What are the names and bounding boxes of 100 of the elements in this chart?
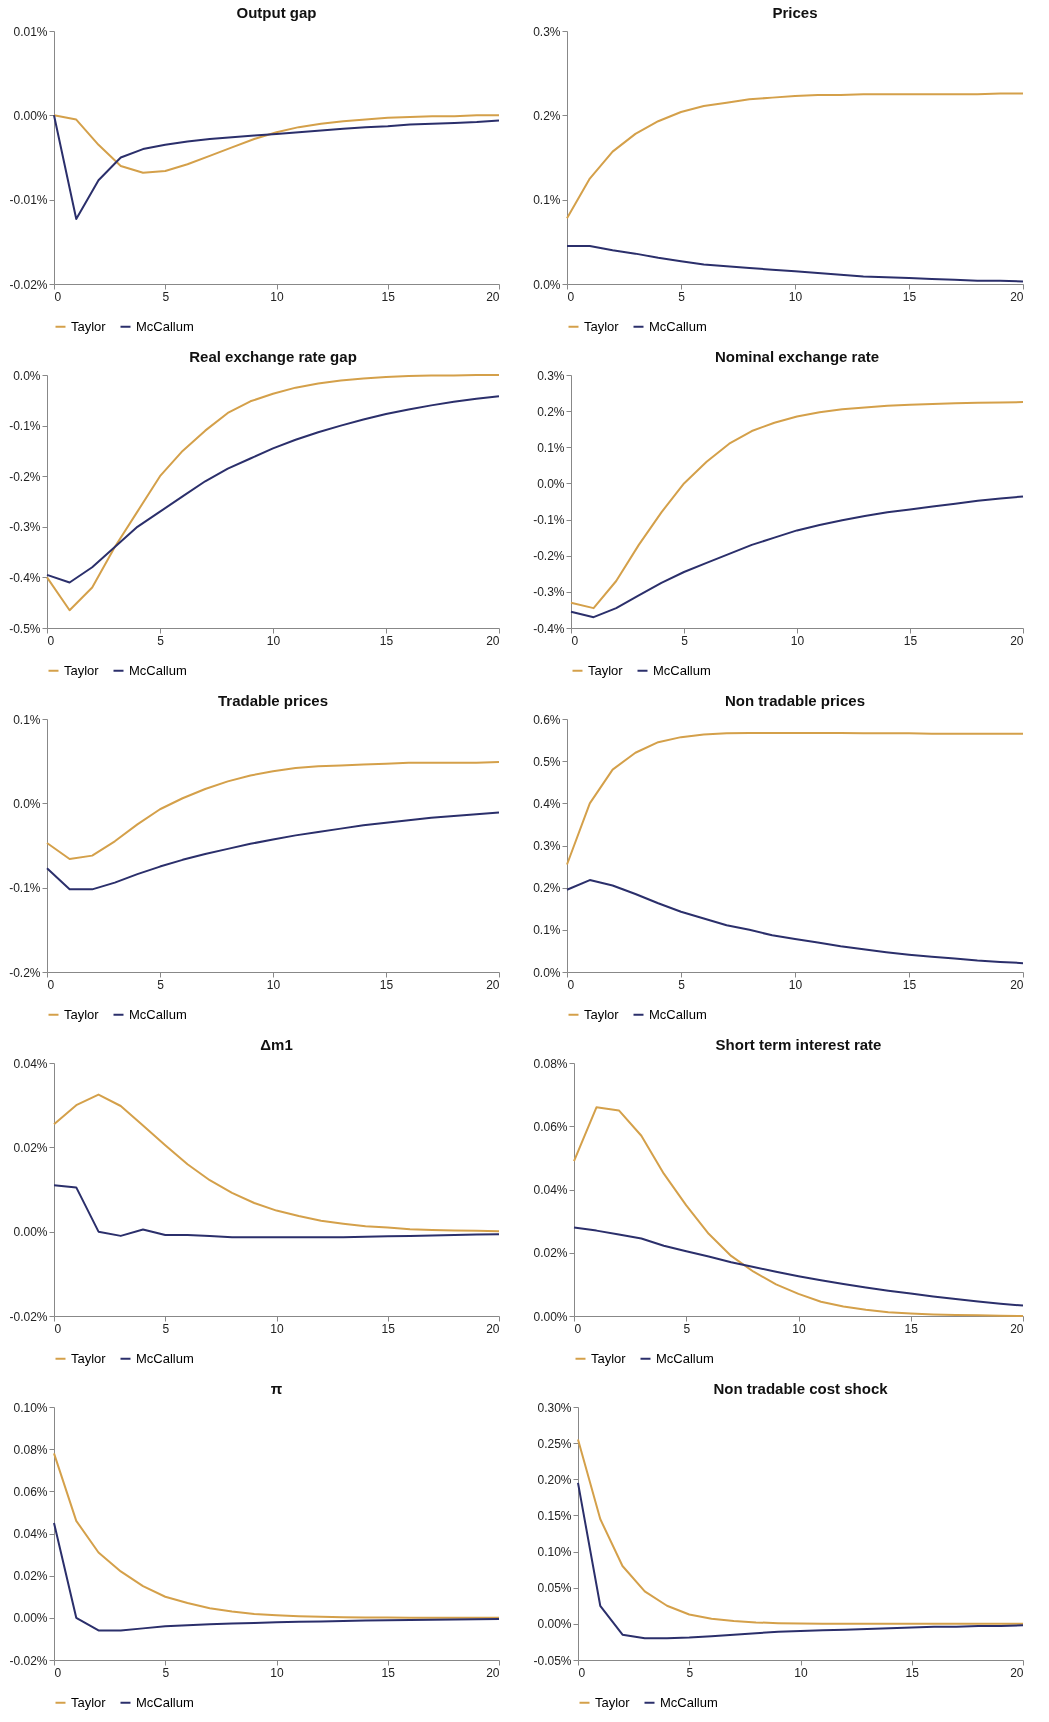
y-tick-label: 0.10% [13, 1400, 48, 1415]
legend-label: McCallum [653, 662, 711, 678]
legend-label: Taylor [584, 1006, 620, 1022]
chart-title: Tradable prices [217, 692, 329, 709]
legend-label: McCallum [136, 1350, 194, 1366]
y-tick-label: -0.02% [9, 1309, 48, 1324]
y-tick-label: -0.3% [533, 585, 565, 600]
x-tick-label: 20 [486, 977, 500, 992]
x-tick-label: 20 [1010, 977, 1024, 992]
y-tick-label: 0.3% [537, 368, 565, 383]
y-tick-label: -0.3% [9, 520, 41, 535]
line-series [53, 1184, 500, 1239]
y-tick-label: -0.05% [533, 1653, 572, 1668]
x-tick-label: 10 [266, 633, 281, 648]
legend-label: McCallum [136, 318, 194, 334]
x-tick-label: 10 [792, 1321, 806, 1336]
y-tick-label: 0.2% [533, 881, 561, 896]
x-tick-label: 5 [686, 1665, 694, 1680]
y-tick-label: 0.1% [13, 712, 41, 727]
line-series [53, 1521, 500, 1632]
x-tick-label: 15 [902, 289, 917, 304]
y-tick-label: 0.2% [533, 108, 561, 123]
x-tick-label: 0 [54, 1665, 62, 1680]
y-tick-label: 0.0% [537, 476, 565, 491]
line-series [46, 761, 500, 860]
line-series [53, 1452, 500, 1619]
y-tick-label: 0.2% [537, 404, 565, 419]
y-tick-label: 0.08% [13, 1442, 48, 1457]
line-series [570, 495, 1024, 619]
y-tick-label: 0.20% [537, 1472, 572, 1487]
x-tick-label: 15 [902, 977, 917, 992]
y-tick-label: 0.10% [537, 1545, 572, 1560]
x-tick-label: 10 [270, 1665, 284, 1680]
legend-label: Taylor [64, 1006, 100, 1022]
x-tick-label: 0 [571, 633, 579, 648]
x-tick-label: 0 [578, 1665, 586, 1680]
x-tick-label: 15 [381, 289, 396, 304]
y-tick-label: 0.15% [537, 1508, 572, 1523]
x-tick-label: 15 [905, 1665, 920, 1680]
x-tick-label: 5 [162, 1665, 170, 1680]
chart-title: Output gap [236, 4, 317, 21]
y-tick-label: 0.6% [533, 712, 561, 727]
x-tick-label: 20 [1010, 1321, 1024, 1336]
x-tick-label: 20 [1010, 1665, 1024, 1680]
y-tick-label: 0.08% [533, 1056, 568, 1071]
y-tick-label: 0.4% [533, 796, 561, 811]
y-tick-label: 0.05% [537, 1581, 572, 1596]
y-tick-label: 0.5% [533, 754, 561, 769]
y-tick-label: 0.1% [533, 193, 561, 208]
y-tick-label: 0.00% [13, 1225, 48, 1240]
x-tick-label: 0 [47, 977, 55, 992]
legend-label: McCallum [129, 1006, 187, 1022]
chart-title: Nominal exchange rate [714, 348, 880, 365]
y-tick-label: -0.4% [533, 621, 565, 636]
y-tick-label: 0.00% [537, 1617, 572, 1632]
line-series [46, 395, 500, 584]
x-tick-label: 5 [157, 977, 165, 992]
chart-title: Real exchange rate gap [189, 348, 357, 365]
y-tick-label: 0.04% [13, 1527, 48, 1541]
legend-label: Taylor [591, 1350, 627, 1366]
y-tick-label: 0.04% [533, 1183, 568, 1197]
y-tick-label: -0.02% [9, 1653, 48, 1668]
x-tick-label: 0 [574, 1321, 582, 1336]
y-tick-label: 0.0% [533, 277, 561, 292]
legend-label: Taylor [71, 1694, 107, 1710]
y-tick-label: -0.1% [9, 881, 41, 896]
legend-label: Taylor [71, 318, 107, 334]
chart-title: Non tradable cost shock [713, 1380, 889, 1397]
y-tick-label: 0.3% [533, 839, 561, 853]
line-series [53, 114, 500, 174]
x-tick-label: 15 [379, 977, 394, 992]
x-tick-label: 0 [567, 289, 575, 304]
x-tick-label: 15 [903, 633, 918, 648]
legend-label: McCallum [660, 1694, 718, 1710]
y-tick-label: -0.01% [9, 193, 48, 208]
x-tick-label: 15 [904, 1321, 919, 1336]
x-tick-label: 20 [486, 1321, 500, 1336]
y-tick-label: 0.00% [533, 1309, 568, 1324]
line-series [570, 401, 1024, 610]
x-tick-label: 15 [379, 633, 394, 648]
x-tick-label: 5 [678, 977, 686, 992]
y-tick-label: -0.2% [9, 965, 41, 980]
x-tick-label: 0 [47, 633, 55, 648]
y-tick-label: 0.1% [537, 440, 565, 455]
x-tick-label: 5 [162, 289, 170, 304]
y-tick-label: -0.5% [9, 621, 41, 636]
x-tick-label: 10 [270, 1321, 284, 1336]
x-tick-label: 20 [1010, 633, 1024, 648]
chart-title: Short term interest rate [715, 1036, 882, 1053]
y-tick-label: 0.00% [13, 1611, 48, 1626]
y-tick-label: -0.1% [9, 419, 41, 434]
legend-label: McCallum [649, 1006, 707, 1022]
x-tick-label: 0 [567, 977, 575, 992]
x-tick-label: 0 [54, 289, 62, 304]
line-series [53, 1093, 500, 1233]
y-tick-label: -0.1% [533, 513, 565, 528]
y-tick-label: 0.1% [533, 923, 561, 938]
y-tick-label: 0.00% [13, 108, 48, 123]
line-series [46, 374, 500, 612]
x-tick-label: 5 [157, 633, 165, 648]
